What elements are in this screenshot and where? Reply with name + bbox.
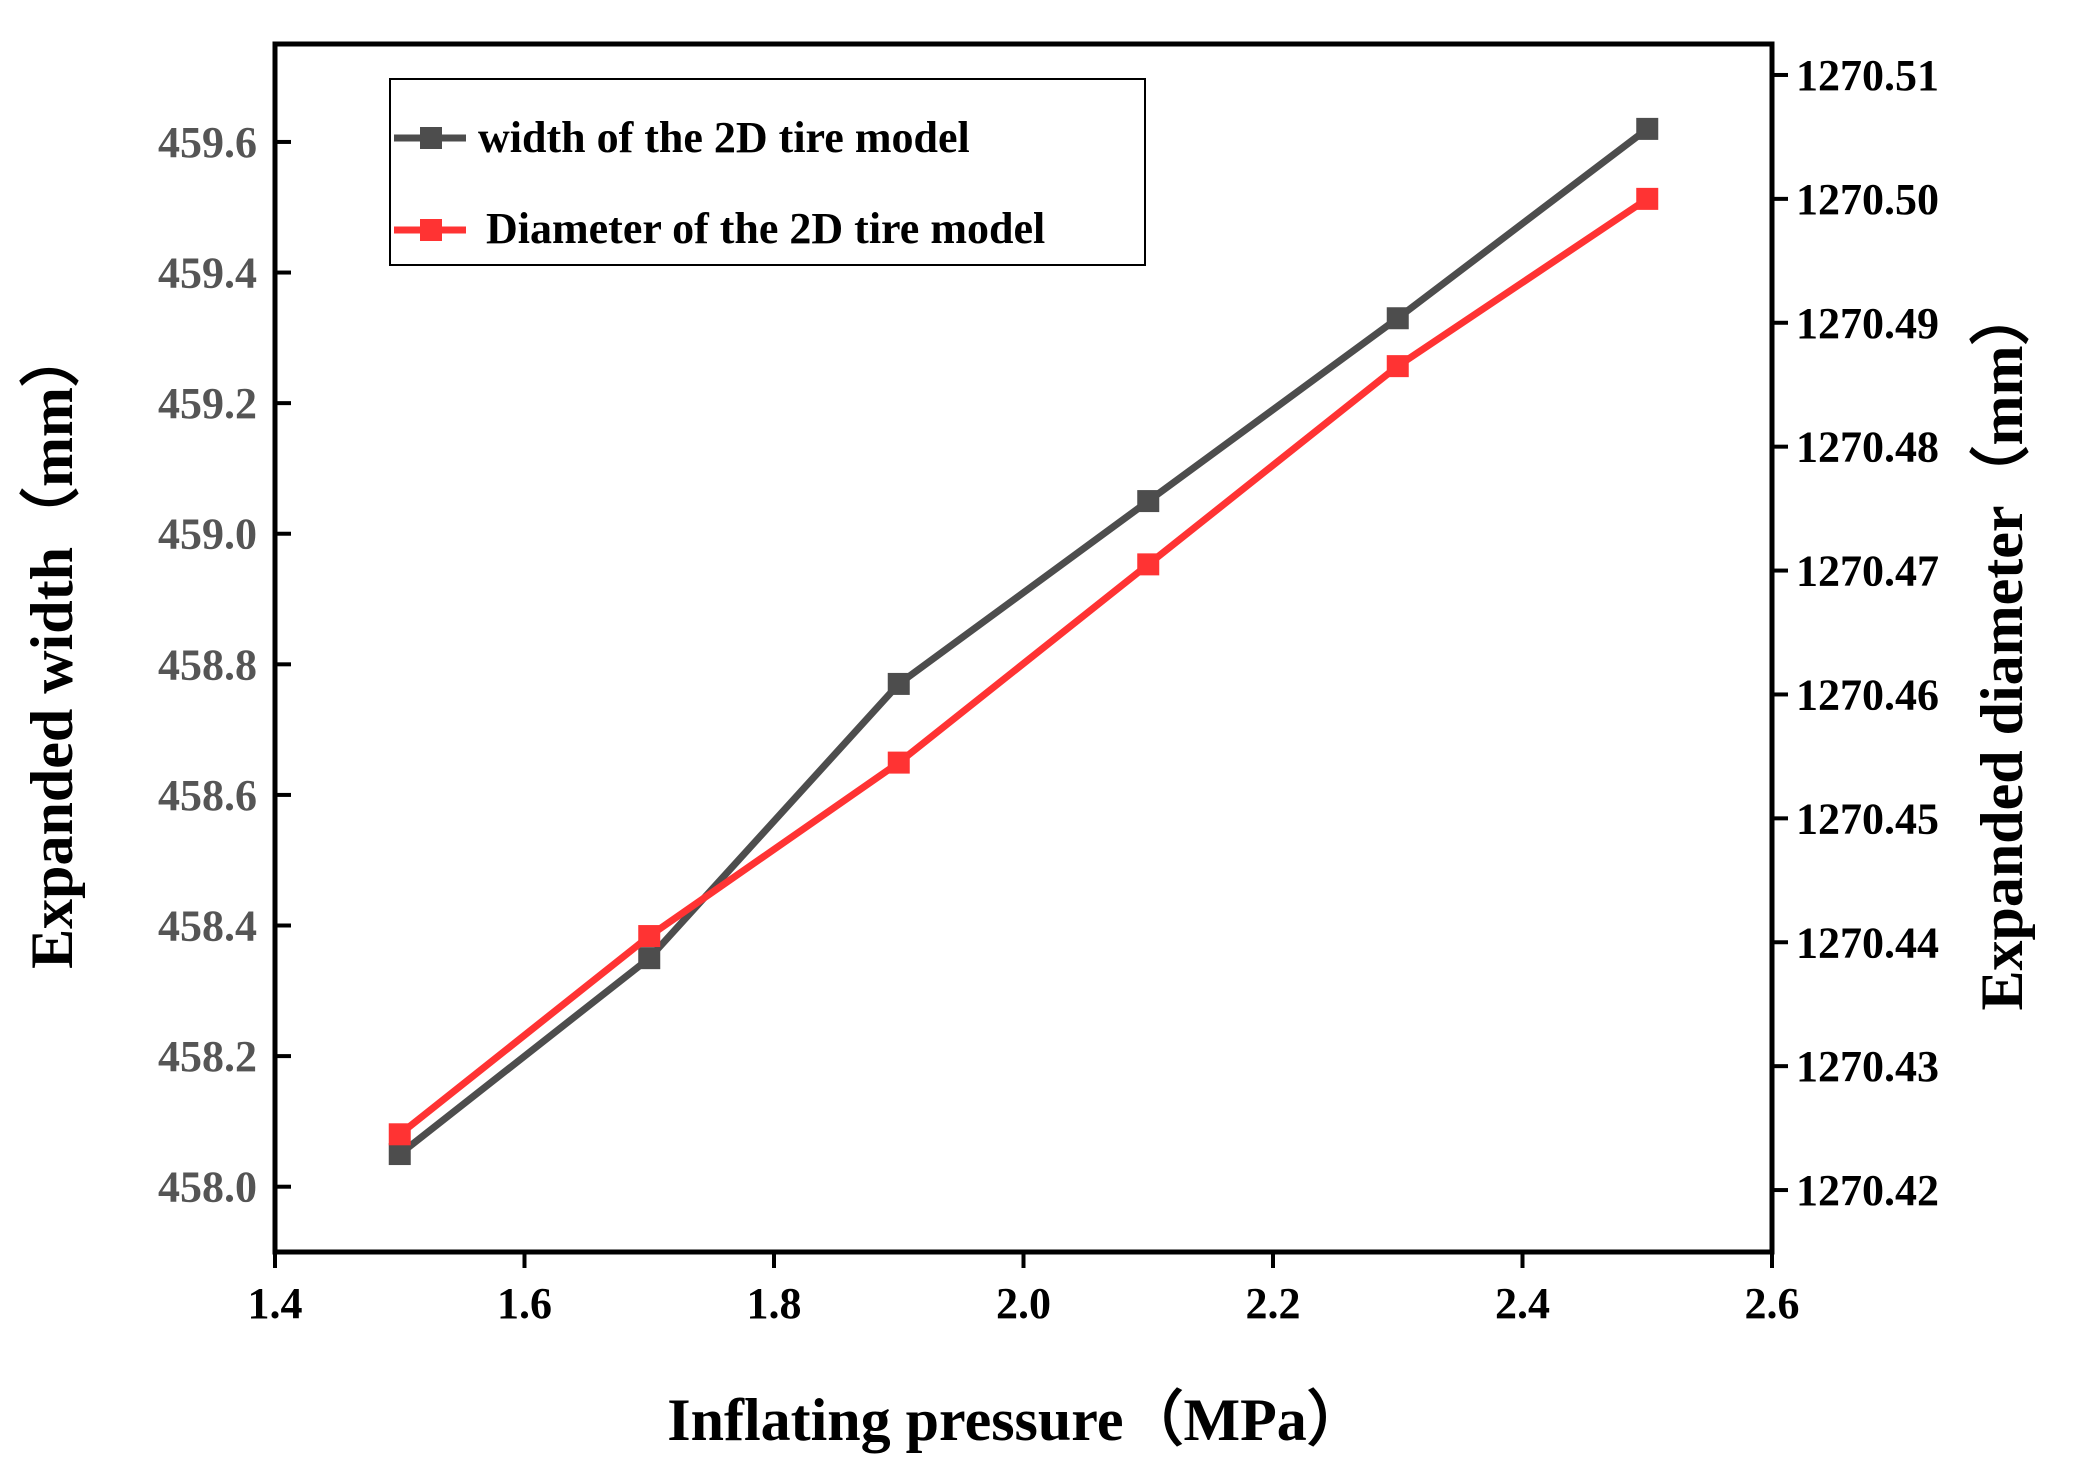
series-0-point bbox=[388, 1143, 411, 1166]
series-1-point bbox=[1386, 355, 1409, 378]
series-1-point bbox=[1636, 187, 1659, 210]
y-left-tick-label: 459.6 bbox=[158, 118, 257, 167]
series-line-1 bbox=[397, 195, 1650, 1138]
tick-labels-layer: 1.4 1.6 1.8 2.0 2.2 2.4 2.6 458.0 458.2 458.4 458.… bbox=[158, 51, 1939, 1328]
y-right-tick-label: 1270.51 bbox=[1796, 51, 1939, 100]
series-1-point bbox=[1137, 553, 1160, 576]
legend-marker-diameter bbox=[420, 219, 442, 241]
x-tick-label: 2.0 bbox=[996, 1279, 1051, 1328]
x-tick-label: 2.6 bbox=[1745, 1279, 1800, 1328]
y-right-tick-label: 1270.50 bbox=[1796, 175, 1939, 224]
y-right-tick-label: 1270.49 bbox=[1796, 299, 1939, 348]
series-1-point bbox=[638, 925, 661, 948]
y-right-tick-label: 1270.43 bbox=[1796, 1042, 1939, 1091]
y-left-tick-label: 459.0 bbox=[158, 510, 257, 559]
y-left-tick-label: 459.4 bbox=[158, 249, 257, 298]
y-left-tick-label: 458.2 bbox=[158, 1032, 257, 1081]
ticks-layer bbox=[273, 72, 1788, 1268]
x-tick-label: 2.2 bbox=[1246, 1279, 1301, 1328]
y-right-tick-label: 1270.46 bbox=[1796, 670, 1939, 719]
y-right-axis-title: Expanded diameter（mm） bbox=[1968, 286, 2035, 1011]
series-0-point bbox=[1137, 490, 1160, 513]
y-left-tick-label: 458.0 bbox=[158, 1163, 257, 1212]
y-right-tick-label: 1270.45 bbox=[1796, 794, 1939, 843]
y-right-tick-label: 1270.44 bbox=[1796, 918, 1939, 967]
series-line-0 bbox=[397, 126, 1650, 1157]
x-tick-label: 1.8 bbox=[747, 1279, 802, 1328]
y-right-tick-label: 1270.47 bbox=[1796, 547, 1939, 596]
legend-marker-width bbox=[420, 127, 442, 149]
y-right-tick-label: 1270.42 bbox=[1796, 1166, 1939, 1215]
y-right-tick-label: 1270.48 bbox=[1796, 423, 1939, 472]
x-axis-title: Inflating pressure（MPa） bbox=[667, 1386, 1366, 1453]
x-tick-label: 1.6 bbox=[497, 1279, 552, 1328]
y-left-tick-label: 459.2 bbox=[158, 379, 257, 428]
legend-label-diameter: Diameter of the 2D tire model bbox=[486, 204, 1045, 253]
y-left-tick-label: 458.8 bbox=[158, 640, 257, 689]
y-left-axis-title: Expanded width（mm） bbox=[18, 327, 85, 969]
series-0-point bbox=[1636, 117, 1659, 140]
x-tick-label: 1.4 bbox=[248, 1279, 303, 1328]
series-0-point bbox=[887, 672, 910, 695]
legend: width of the 2D tire model Diameter of t… bbox=[389, 78, 1146, 266]
x-tick-label: 2.4 bbox=[1495, 1279, 1550, 1328]
series-1-point bbox=[887, 751, 910, 774]
legend-box bbox=[389, 78, 1146, 266]
plot-series-layer bbox=[388, 117, 1659, 1166]
legend-label-width: width of the 2D tire model bbox=[478, 113, 970, 162]
series-0-point bbox=[1386, 307, 1409, 330]
series-0-point bbox=[638, 947, 661, 970]
y-left-tick-label: 458.6 bbox=[158, 771, 257, 820]
series-1-point bbox=[388, 1123, 411, 1146]
y-left-tick-label: 458.4 bbox=[158, 902, 257, 951]
